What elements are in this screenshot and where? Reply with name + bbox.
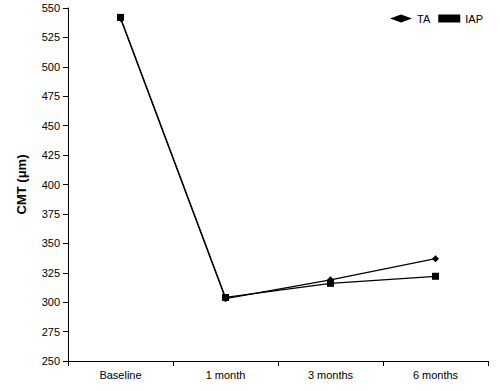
svg-text:500: 500 [42, 61, 60, 73]
svg-text:3 months: 3 months [308, 369, 354, 381]
svg-text:425: 425 [42, 149, 60, 161]
svg-text:6 months: 6 months [413, 369, 459, 381]
svg-text:550: 550 [42, 2, 60, 14]
svg-text:375: 375 [42, 208, 60, 220]
svg-text:1 month: 1 month [206, 369, 246, 381]
svg-text:IAP: IAP [465, 13, 483, 25]
svg-text:400: 400 [42, 179, 60, 191]
svg-text:450: 450 [42, 120, 60, 132]
svg-text:350: 350 [42, 237, 60, 249]
svg-text:CMT (μm): CMT (μm) [14, 155, 29, 215]
svg-text:TA: TA [417, 13, 431, 25]
svg-text:525: 525 [42, 31, 60, 43]
svg-text:300: 300 [42, 296, 60, 308]
svg-text:250: 250 [42, 355, 60, 367]
svg-text:325: 325 [42, 267, 60, 279]
svg-text:275: 275 [42, 326, 60, 338]
svg-text:475: 475 [42, 90, 60, 102]
svg-text:Baseline: Baseline [99, 369, 141, 381]
